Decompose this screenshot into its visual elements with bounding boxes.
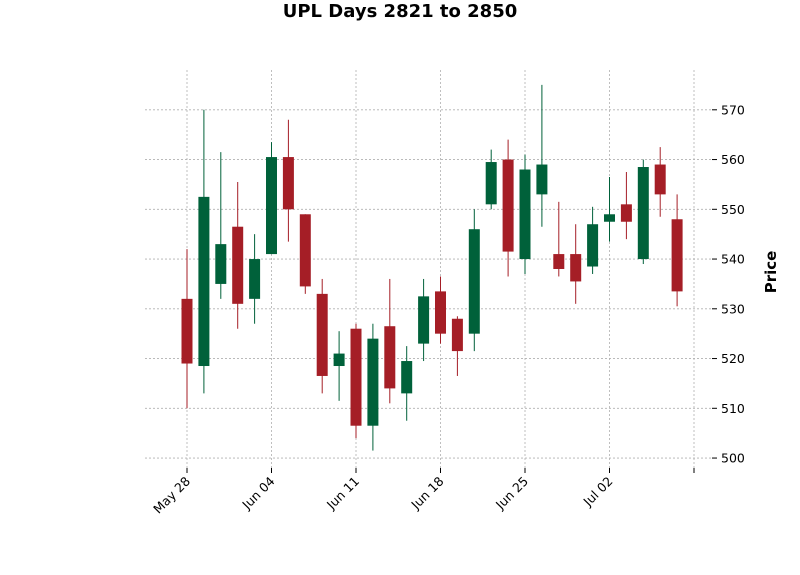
candle-down (232, 181, 244, 329)
candle-up (249, 234, 261, 324)
candle-up (198, 109, 210, 394)
candle-body (604, 214, 615, 222)
y-tick-label: 520 (721, 351, 745, 366)
candle-body (587, 224, 599, 267)
candle-down (350, 323, 362, 439)
candle-body (502, 159, 514, 252)
candle-up (485, 149, 497, 210)
candle-body (418, 296, 430, 344)
candle-down (282, 119, 294, 242)
candle-body (570, 254, 582, 282)
candle-up (266, 142, 277, 255)
candle-up (333, 331, 345, 401)
candle-up (401, 346, 413, 421)
x-tick-label: Jun 25 (492, 474, 531, 513)
candle-body (215, 244, 227, 284)
candle-down (451, 316, 463, 376)
candle-body (181, 298, 193, 364)
candle-body (553, 254, 565, 269)
candle-down (620, 171, 632, 240)
candle-down (654, 147, 666, 217)
candle-up (367, 323, 379, 451)
candle-down (671, 194, 683, 307)
y-axis-label: Price (762, 251, 780, 294)
candle-body (266, 157, 277, 255)
x-tick-label: Jun 18 (407, 473, 446, 512)
candle-body (367, 338, 379, 426)
y-tick-label: 540 (721, 252, 745, 267)
y-tick-label: 550 (721, 202, 745, 217)
candle-body (316, 293, 328, 376)
candle-body (620, 204, 632, 222)
x-tick-label: May 28 (150, 473, 193, 516)
candle-body (232, 226, 244, 304)
candle-down (181, 249, 193, 409)
y-axis: 500 510 520 530 540 550 560 570 (712, 102, 745, 466)
candle-down (316, 278, 328, 394)
candle-body (299, 214, 311, 287)
candle-body (671, 219, 683, 292)
candle-body (468, 229, 480, 334)
candle-up (536, 84, 548, 227)
x-tick-label: Jun 04 (238, 473, 277, 512)
y-tick-label: 500 (721, 451, 745, 466)
candle-up (587, 206, 599, 274)
candle-up (637, 159, 649, 265)
x-tick-label: Jul 02 (580, 474, 616, 510)
candle-body (451, 318, 463, 352)
y-tick-label: 530 (721, 301, 745, 316)
candle-up (468, 209, 480, 352)
y-tick-label: 570 (721, 102, 745, 117)
candle-body (637, 167, 649, 260)
candle-body (384, 326, 396, 389)
grid-layer (145, 70, 712, 468)
candle-body (401, 361, 413, 394)
candle-down (384, 278, 396, 404)
candle-body (536, 164, 548, 195)
y-tick-label: 510 (721, 401, 745, 416)
candle-down (553, 201, 565, 277)
candle-body (198, 196, 210, 367)
chart-title: UPL Days 2821 to 2850 (283, 1, 518, 22)
candle-body (654, 164, 666, 195)
candle-up (418, 278, 430, 362)
candle-body (282, 157, 294, 210)
x-tick-label: Jun 11 (323, 474, 362, 513)
x-axis: May 28 Jun 04 Jun 11 Jun 18 Jun 25 Jul 02 (150, 468, 695, 516)
candle-layer (181, 84, 683, 451)
candle-body (435, 291, 446, 334)
candle-body (249, 259, 261, 299)
candle-up (604, 176, 615, 242)
y-tick-label: 560 (721, 152, 745, 167)
candle-body (350, 328, 362, 426)
candle-down (570, 224, 582, 304)
candle-body (485, 162, 497, 205)
candle-up (215, 152, 227, 299)
candle-down (299, 214, 311, 294)
candle-body (519, 169, 531, 260)
candle-body (333, 353, 345, 367)
candle-down (435, 276, 446, 344)
candle-up (519, 154, 531, 274)
candle-down (502, 139, 514, 277)
